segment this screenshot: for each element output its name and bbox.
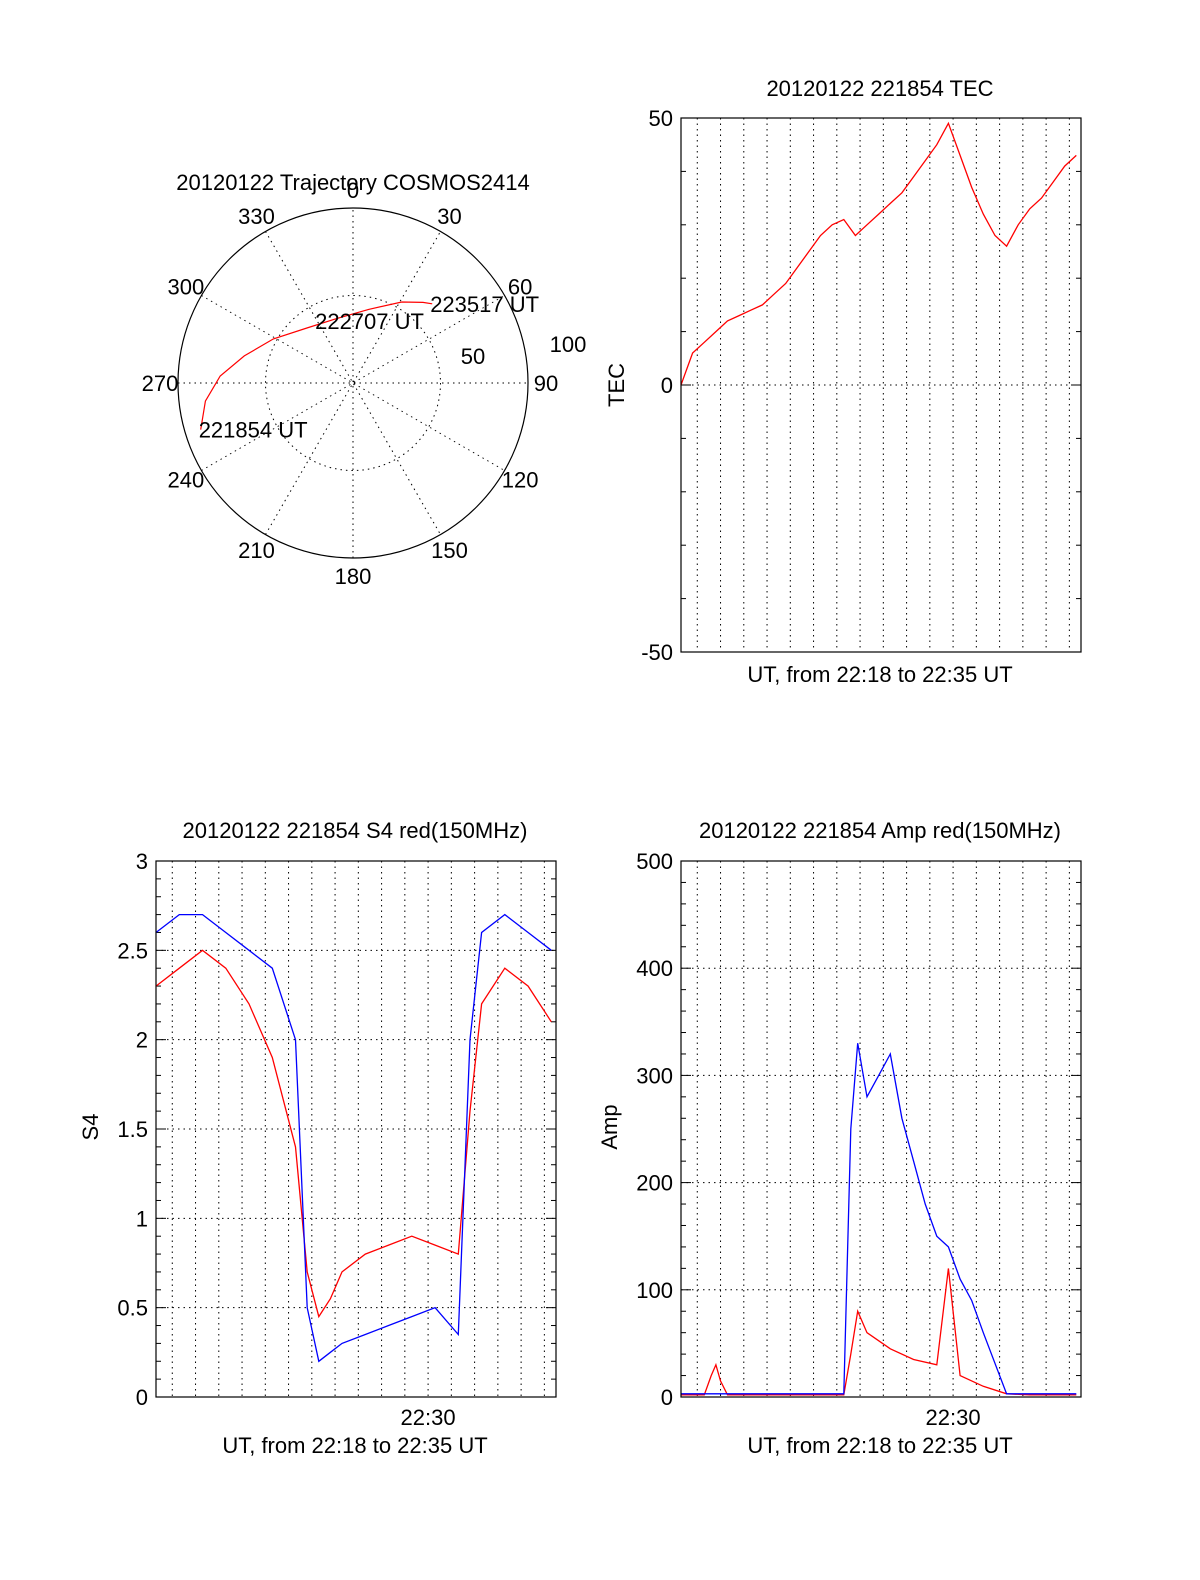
azimuth-label-120: 120 (502, 468, 539, 493)
azimuth-label-240: 240 (168, 468, 205, 493)
s4-title: 20120122 221854 S4 red(150MHz) (183, 818, 528, 843)
amp-xtick-label: 22:30 (926, 1405, 981, 1430)
tec-ytick-label: -50 (641, 640, 673, 665)
tec-series-red (680, 121, 1077, 386)
tec-series (680, 121, 1077, 386)
amp-title: 20120122 221854 Amp red(150MHz) (699, 818, 1061, 843)
amp-frame (680, 860, 1082, 1398)
trajectory-mid-label: 222707 UT (315, 309, 424, 334)
polar-grid (178, 208, 528, 558)
polar-outer-circle (177, 207, 529, 559)
s4-ytick-label: 2 (136, 1028, 148, 1053)
trajectory-start-label: 221854 UT (199, 418, 308, 443)
azimuth-label-180: 180 (335, 564, 372, 589)
amp-ytick-label: 500 (636, 849, 673, 874)
tec-ytick-label: 50 (649, 106, 673, 131)
s4-series-blue (155, 913, 552, 1363)
s4-ticks (156, 860, 556, 1398)
amp-y-axis-label: Amp (597, 1104, 622, 1149)
tec-frame (680, 117, 1082, 653)
tec-y-axis-label: TEC (604, 363, 629, 407)
tec-ytick-label: 0 (661, 373, 673, 398)
amp-y-tick-labels: 0 100 200 300 400 500 (636, 849, 673, 1410)
azimuth-label-210: 210 (238, 538, 275, 563)
s4-grid (156, 861, 556, 1397)
polar-trajectory-plot: 20120122 Trajectory COSMOS2414 0 30 60 9… (142, 170, 587, 589)
polar-spoke (201, 295, 505, 471)
azimuth-label-0: 0 (347, 178, 359, 203)
amp-ytick-label: 300 (636, 1063, 673, 1088)
azimuth-label-30: 30 (437, 204, 461, 229)
amp-series-red (681, 1268, 1077, 1396)
azimuth-label-270: 270 (142, 371, 179, 396)
tec-plot: 20120122 221854 TEC -50 0 50 UT, from 22… (604, 76, 1082, 687)
s4-xtick-label: 22:30 (401, 1405, 456, 1430)
polar-title: 20120122 Trajectory COSMOS2414 (176, 170, 529, 195)
s4-y-axis-label: S4 (78, 1114, 103, 1141)
tec-y-tick-labels: -50 0 50 (641, 106, 673, 665)
trajectory-end-label: 223517 UT (430, 292, 539, 317)
amp-grid (681, 861, 1081, 1397)
tec-grid (681, 118, 1081, 652)
polar-spoke (201, 295, 505, 471)
s4-frame (155, 860, 557, 1398)
amp-x-axis-label: UT, from 22:18 to 22:35 UT (747, 1433, 1012, 1458)
radial-label-100: 100 (550, 332, 587, 357)
tec-ticks (681, 117, 1081, 653)
azimuth-label-90: 90 (534, 371, 558, 396)
azimuth-label-300: 300 (168, 275, 205, 300)
amp-ytick-label: 400 (636, 956, 673, 981)
amp-series (681, 1043, 1077, 1396)
s4-ytick-label: 3 (136, 849, 148, 874)
s4-ytick-label: 1 (136, 1206, 148, 1231)
azimuth-label-60: 60 (508, 275, 532, 300)
s4-series-red (155, 949, 552, 1319)
polar-ring-50 (265, 295, 441, 471)
s4-series (155, 913, 552, 1363)
azimuth-label-330: 330 (238, 204, 275, 229)
polar-spoke (265, 231, 441, 535)
amp-ytick-label: 100 (636, 1278, 673, 1303)
tec-x-axis-label: UT, from 22:18 to 22:35 UT (747, 662, 1012, 687)
s4-ytick-label: 0.5 (117, 1296, 148, 1321)
trajectory-line (200, 301, 433, 430)
s4-plot: 20120122 221854 S4 red(150MHz) 0 0.5 1 1… (78, 818, 557, 1458)
polar-azimuth-labels: 0 30 60 90 120 150 180 210 240 270 300 3… (142, 178, 559, 589)
s4-ytick-label: 1.5 (117, 1117, 148, 1142)
amp-ticks (681, 860, 1081, 1398)
s4-ytick-label: 0 (136, 1385, 148, 1410)
amp-ytick-label: 0 (661, 1385, 673, 1410)
amp-series-blue (681, 1043, 1077, 1395)
amp-ytick-label: 200 (636, 1171, 673, 1196)
radial-label-50: 50 (461, 344, 485, 369)
s4-y-tick-labels: 0 0.5 1 1.5 2 2.5 3 (117, 849, 148, 1410)
polar-spoke (265, 231, 441, 535)
azimuth-label-150: 150 (431, 538, 468, 563)
amp-plot: 20120122 221854 Amp red(150MHz) 0 100 20… (597, 818, 1082, 1458)
s4-ytick-label: 2.5 (117, 938, 148, 963)
s4-x-axis-label: UT, from 22:18 to 22:35 UT (222, 1433, 487, 1458)
tec-title: 20120122 221854 TEC (766, 76, 993, 101)
